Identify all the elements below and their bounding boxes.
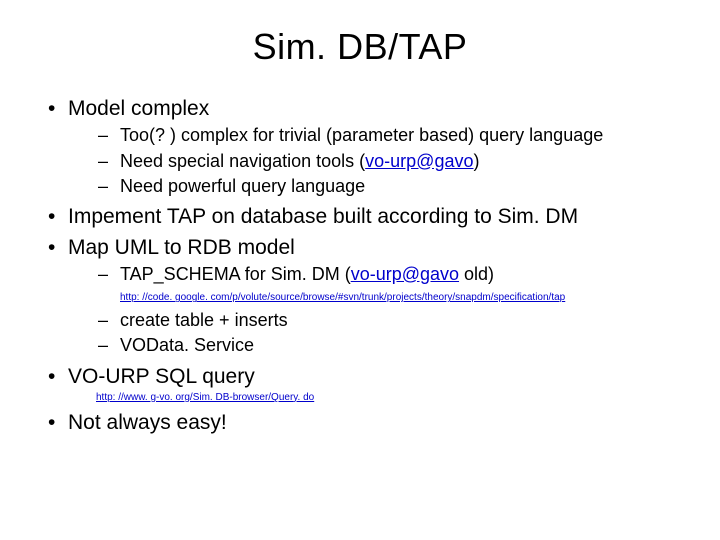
sub-text: create table + inserts [120,310,288,330]
sub-too-complex: Too(? ) complex for trivial (parameter b… [68,124,680,147]
sub-text: VOData. Service [120,335,254,355]
sub-tap-schema: TAP_SCHEMA for Sim. DM (vo-urp@gavo old) [68,263,680,286]
sub-text: Need powerful query language [120,176,365,196]
bullet-implement-tap: Impement TAP on database built according… [40,204,680,230]
sub-text: Too(? ) complex for trivial (parameter b… [120,125,603,145]
slide-title: Sim. DB/TAP [40,26,680,68]
sublist: TAP_SCHEMA for Sim. DM (vo-urp@gavo old) [68,263,680,286]
slide: Sim. DB/TAP Model complex Too(? ) comple… [0,0,720,540]
bullet-text: Impement TAP on database built according… [68,205,578,228]
bullet-text: VO-URP SQL query [68,365,255,388]
sub-text: Need special navigation tools ( [120,151,365,171]
vo-urp-link[interactable]: vo-urp@gavo [365,151,473,171]
gvo-link[interactable]: http: //www. g-vo. org/Sim. DB-browser/Q… [96,392,680,405]
bullet-not-easy: Not always easy! [40,410,680,436]
bullet-list: Model complex Too(? ) complex for trivia… [40,96,680,437]
bullet-vo-urp-sql: VO-URP SQL query http: //www. g-vo. org/… [40,364,680,405]
vo-urp-link-old[interactable]: vo-urp@gavo [351,264,459,284]
bullet-model-complex: Model complex Too(? ) complex for trivia… [40,96,680,198]
google-code-link[interactable]: http: //code. google. com/p/volute/sourc… [120,292,680,305]
sub-text: ) [473,151,479,171]
sublist: Too(? ) complex for trivial (parameter b… [68,124,680,198]
sub-need-query-lang: Need powerful query language [68,175,680,198]
sublist: create table + inserts VOData. Service [68,309,680,358]
bullet-text: Not always easy! [68,411,227,434]
bullet-text: Map UML to RDB model [68,236,295,259]
sub-create-table: create table + inserts [68,309,680,332]
bullet-text: Model complex [68,97,209,120]
bullet-map-uml: Map UML to RDB model TAP_SCHEMA for Sim.… [40,235,680,358]
sub-text: old) [459,264,494,284]
sub-text: TAP_SCHEMA for Sim. DM ( [120,264,351,284]
sub-need-nav-tools: Need special navigation tools (vo-urp@ga… [68,150,680,173]
sub-vodata-service: VOData. Service [68,334,680,357]
